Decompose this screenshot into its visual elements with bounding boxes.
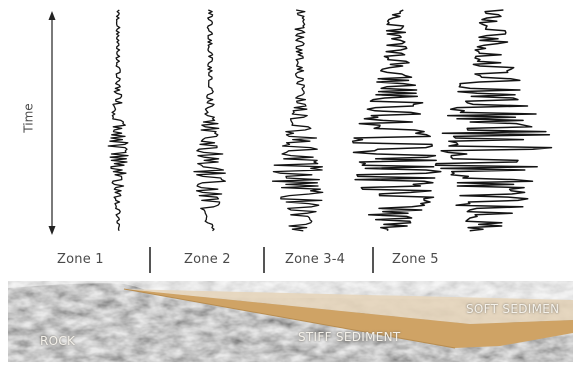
time-axis-arrow xyxy=(48,11,56,235)
zone-divider xyxy=(263,247,265,273)
zone-divider xyxy=(149,247,151,273)
zone-1-label: Zone 1 xyxy=(57,252,104,267)
zone-2-seismogram xyxy=(193,9,226,232)
soft-sediment-layer xyxy=(124,289,573,324)
time-axis-label: Time xyxy=(21,103,36,133)
zone-3-4-label: Zone 3-4 xyxy=(285,252,346,267)
zone-2-label: Zone 2 xyxy=(184,252,231,267)
rock-label: ROCK xyxy=(40,334,76,348)
zone-3-4-seismogram xyxy=(271,9,324,232)
stiff-sediment-layer xyxy=(124,289,573,348)
zone-5-seismogram xyxy=(351,9,442,231)
zone-6-seismogram xyxy=(434,9,553,232)
seismogram-traces xyxy=(107,9,553,232)
zone-5-label: Zone 5 xyxy=(392,252,439,267)
ground-cross-section xyxy=(8,281,573,362)
zone-divider xyxy=(372,247,374,273)
soft-sediment-label: SOFT SEDIMEN xyxy=(466,302,560,316)
stiff-sediment-label: STIFF SEDIMENT xyxy=(298,330,401,344)
zone-1-seismogram xyxy=(107,9,129,232)
